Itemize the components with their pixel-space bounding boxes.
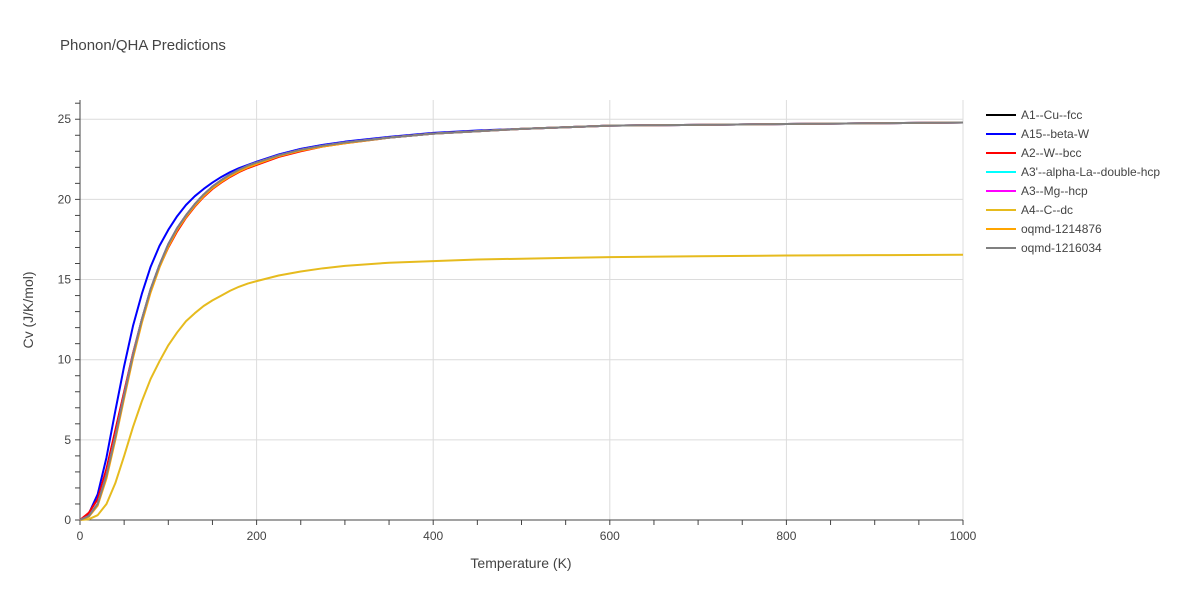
legend-item-oqmd-1216034[interactable]: oqmd-1216034 [986,241,1102,255]
x-tick-label: 1000 [950,529,977,543]
x-axis-ticks: 0 200 400 600 800 1000 [77,529,977,543]
legend-item-a4-c-dc[interactable]: A4--C--dc [986,203,1073,217]
legend-label: A15--beta-W [1021,127,1090,141]
series-line-oqmd-1216034[interactable] [79,121,964,521]
legend-item-a2-w-bcc[interactable]: A2--W--bcc [986,146,1081,160]
y-tick-label: 0 [64,513,71,527]
legend[interactable]: A1--Cu--fcc A15--beta-W A2--W--bcc A3'--alp… [986,108,1160,255]
series-line-a15-beta-w[interactable] [79,121,964,521]
y-tick-label: 15 [58,273,72,287]
x-tick-label: 400 [423,529,443,543]
legend-item-a3-mg-hcp[interactable]: A3--Mg--hcp [986,184,1088,198]
chart-title: Phonon/QHA Predictions [60,37,226,54]
y-tick-label: 25 [58,112,72,126]
x-tick-label: 200 [247,529,267,543]
legend-label: oqmd-1216034 [1021,241,1102,255]
plot-area[interactable] [79,121,964,521]
legend-item-a1-cu-fcc[interactable]: A1--Cu--fcc [986,108,1082,122]
legend-item-a3-alpha-la-double-hcp[interactable]: A3'--alpha-La--double-hcp [986,165,1160,179]
legend-item-a15-beta-w[interactable]: A15--beta-W [986,127,1090,141]
legend-label: A4--C--dc [1021,203,1073,217]
axes [75,100,964,525]
legend-label: A1--Cu--fcc [1021,108,1082,122]
legend-label: A2--W--bcc [1021,146,1081,160]
legend-label: A3'--alpha-La--double-hcp [1021,165,1160,179]
y-tick-label: 20 [58,192,72,206]
x-axis-label: Temperature (K) [470,555,571,571]
y-tick-label: 10 [58,353,72,367]
grid [80,100,964,520]
x-tick-label: 600 [600,529,620,543]
y-axis-label: Cv (J/K/mol) [20,272,36,349]
y-tick-label: 5 [64,433,71,447]
legend-item-oqmd-1214876[interactable]: oqmd-1214876 [986,222,1102,236]
legend-label: A3--Mg--hcp [1021,184,1088,198]
legend-label: oqmd-1214876 [1021,222,1102,236]
y-axis-ticks: 0 5 10 15 20 25 [58,112,72,527]
x-tick-label: 0 [77,529,84,543]
x-tick-label: 800 [776,529,796,543]
series-line-a4-c-dc[interactable] [79,253,964,521]
